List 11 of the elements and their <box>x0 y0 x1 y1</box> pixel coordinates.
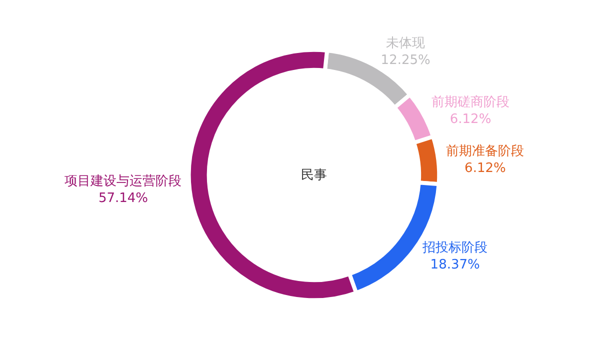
slice-label: 前期准备阶段 <box>446 144 524 159</box>
data-label: 6.12% <box>464 160 506 176</box>
data-label: 57.14% <box>98 191 148 206</box>
slice-label: 前期磋商阶段 <box>432 94 510 110</box>
data-label: 6.12% <box>450 112 492 127</box>
slice-label: 未体现 <box>386 36 426 52</box>
slice-label: 项目建设与运营阶段 <box>64 174 182 190</box>
data-label: 12.25% <box>380 53 430 68</box>
data-label: 18.37% <box>430 258 480 273</box>
text: 民事 <box>301 168 327 183</box>
slice-label: 招投标阶段 <box>422 240 488 256</box>
